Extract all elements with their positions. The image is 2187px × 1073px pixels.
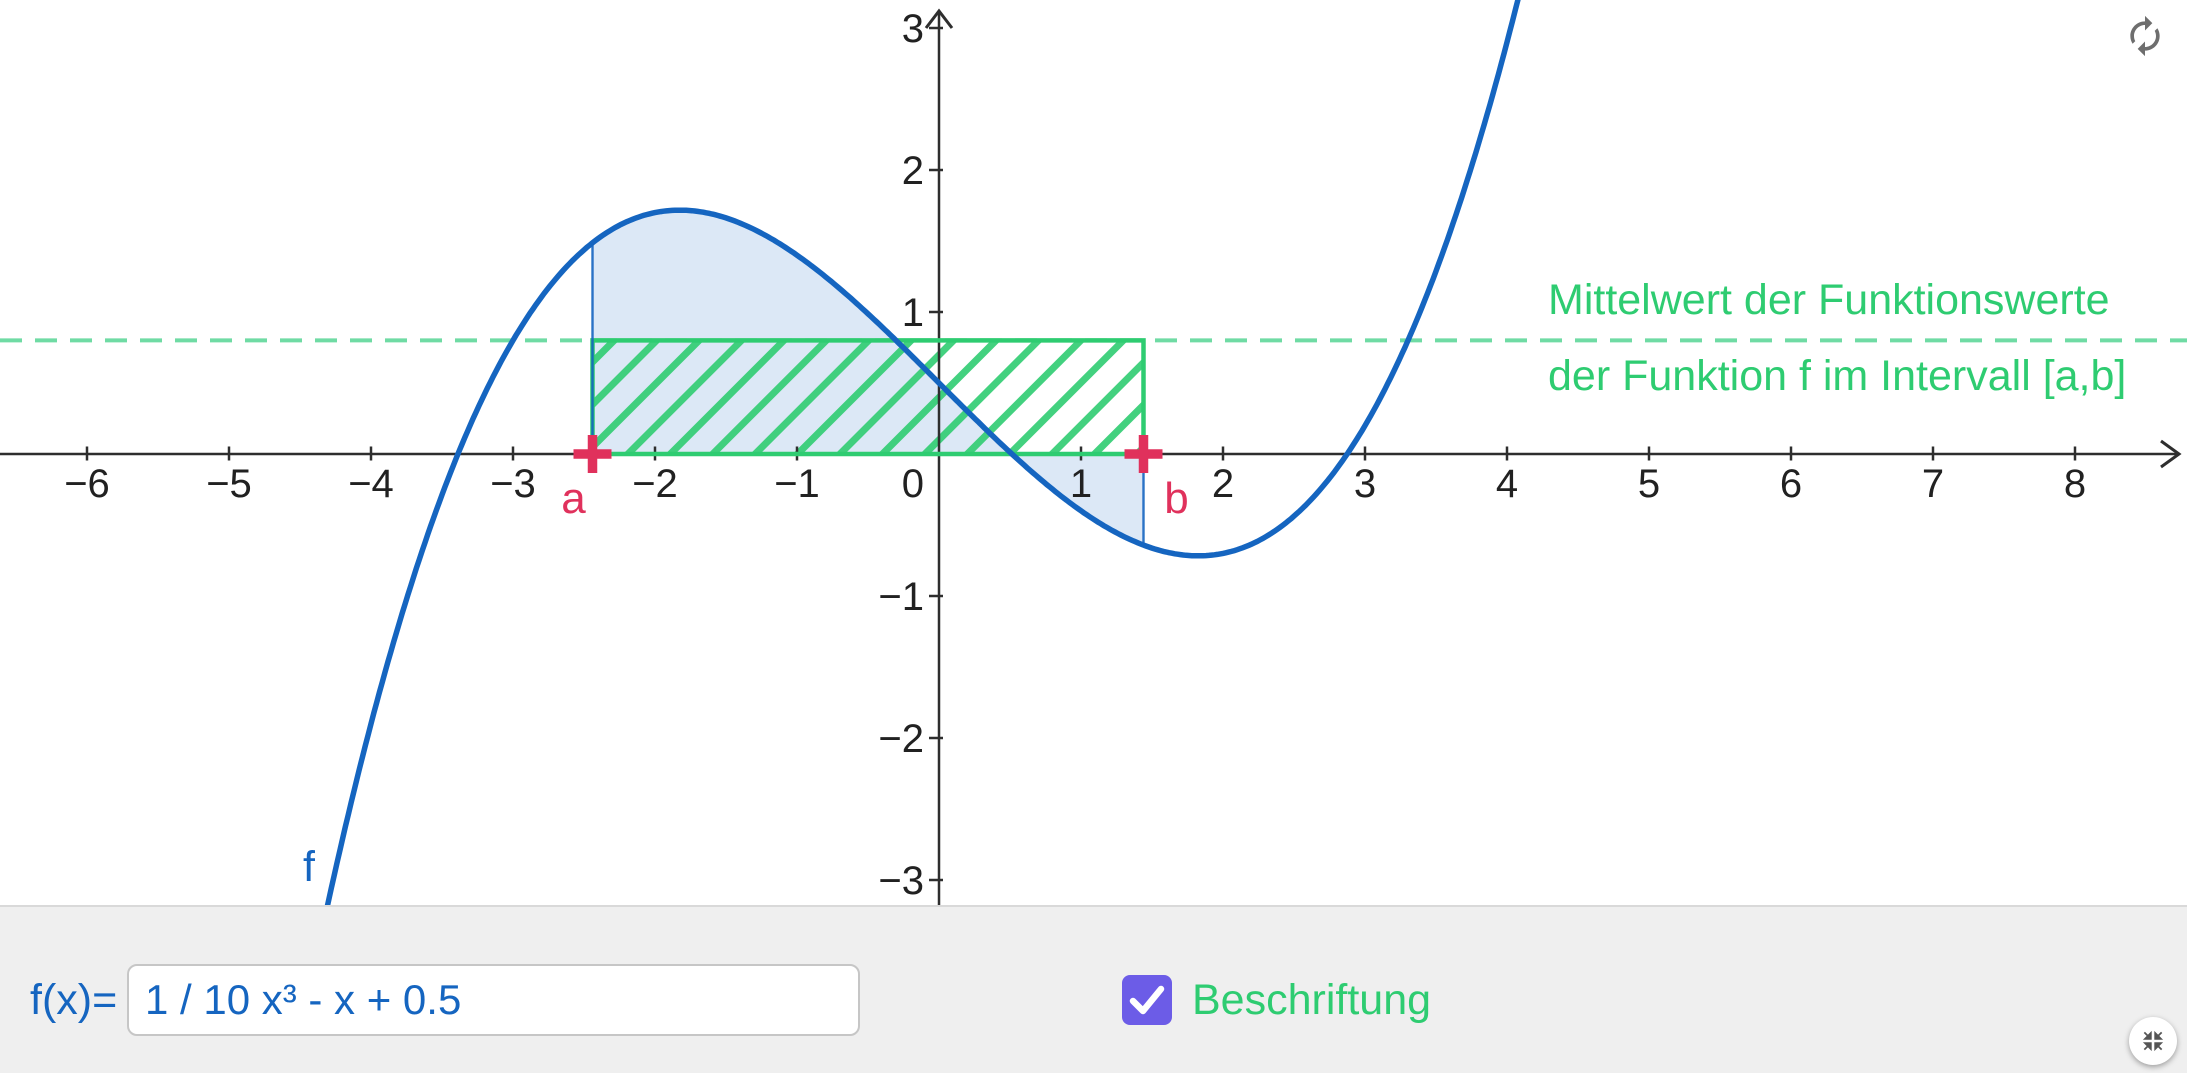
svg-text:−6: −6 xyxy=(64,462,110,506)
function-input[interactable] xyxy=(127,964,860,1036)
point-a-label: a xyxy=(561,474,586,523)
y-axis-arrow xyxy=(924,8,954,29)
x-axis-arrow xyxy=(2160,439,2182,469)
svg-text:3: 3 xyxy=(1354,462,1376,506)
svg-text:1: 1 xyxy=(902,291,924,335)
labels-checkbox[interactable] xyxy=(1122,975,1172,1025)
mean-annotation-line1: Mittelwert der Funktionswerte xyxy=(1548,276,2110,324)
function-label: f xyxy=(303,843,316,891)
svg-text:−1: −1 xyxy=(878,575,924,619)
svg-text:−1: −1 xyxy=(774,462,820,506)
function-curve[interactable] xyxy=(0,0,2187,905)
svg-text:6: 6 xyxy=(1780,462,1802,506)
svg-text:−2: −2 xyxy=(632,462,678,506)
svg-text:7: 7 xyxy=(1922,462,1944,506)
input-toolbar: f(x)= Beschriftung xyxy=(0,905,2187,1073)
labels-checkbox-label: Beschriftung xyxy=(1192,976,1432,1024)
svg-text:5: 5 xyxy=(1638,462,1660,506)
mean-rectangle-hatch xyxy=(592,340,1144,454)
refresh-icon xyxy=(2130,15,2160,57)
point-b-marker[interactable] xyxy=(1124,435,1163,473)
svg-text:−5: −5 xyxy=(206,462,252,506)
function-input-label: f(x)= xyxy=(30,976,118,1024)
fullscreen-button[interactable] xyxy=(2129,1017,2177,1065)
point-a-marker[interactable] xyxy=(573,435,612,473)
svg-text:−2: −2 xyxy=(878,717,924,761)
mean-annotation-line2: der Funktion f im Intervall [a,b] xyxy=(1548,352,2126,400)
compress-arrows-icon xyxy=(2142,1030,2163,1051)
svg-text:−3: −3 xyxy=(490,462,536,506)
svg-text:4: 4 xyxy=(1496,462,1518,506)
svg-text:3: 3 xyxy=(902,7,924,51)
svg-text:2: 2 xyxy=(1212,462,1234,506)
reset-construction-button[interactable] xyxy=(2123,14,2167,58)
graphics-view[interactable]: −6 −5 −4 −3 −2 −1 1 2 3 4 5 6 7 8 3 2 1 −1 −2 −3 0 a b f Mittel… xyxy=(0,0,2187,905)
svg-text:8: 8 xyxy=(2064,462,2086,506)
svg-text:1: 1 xyxy=(1070,462,1092,506)
svg-text:−4: −4 xyxy=(348,462,394,506)
point-b-label: b xyxy=(1164,474,1188,523)
svg-text:2: 2 xyxy=(902,149,924,193)
axis-labels: −6 −5 −4 −3 −2 −1 1 2 3 4 5 6 7 8 3 2 1 −1 −2 −3 0 xyxy=(64,7,2086,903)
origin-label: 0 xyxy=(902,462,924,506)
svg-text:−3: −3 xyxy=(878,859,924,903)
checkmark-icon xyxy=(1129,985,1165,1015)
